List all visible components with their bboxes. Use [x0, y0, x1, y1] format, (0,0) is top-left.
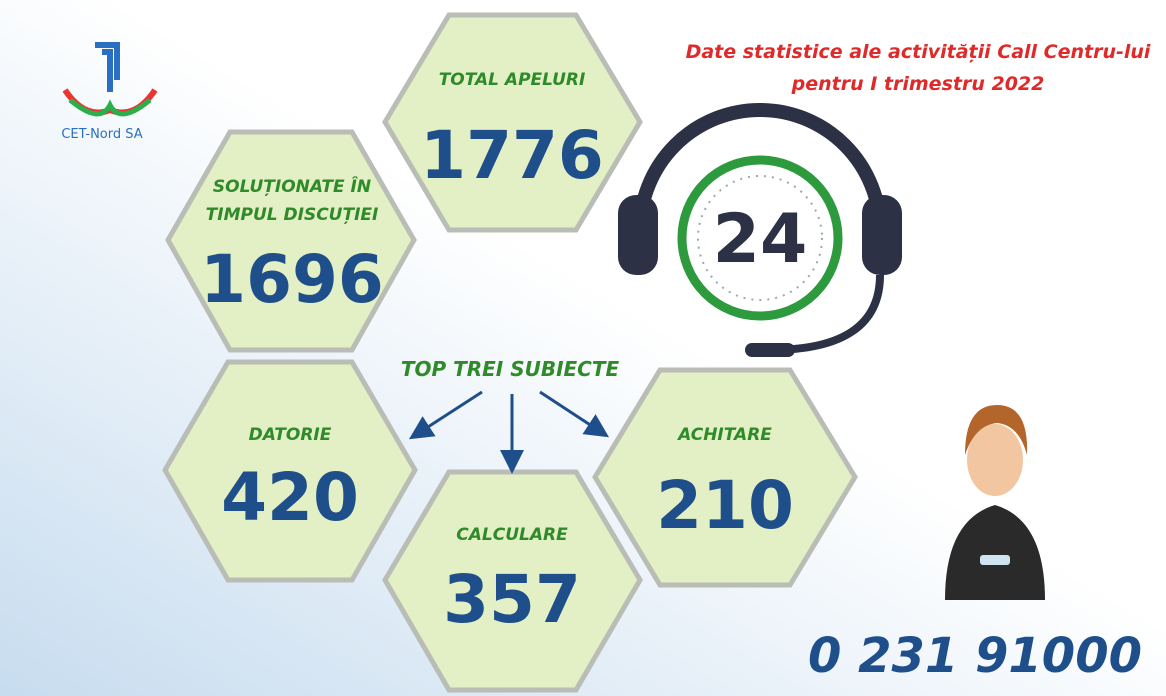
topics-title: TOP TREI SUBIECTE	[401, 357, 620, 381]
topic-label: CALCULARE	[456, 525, 568, 545]
stat-label: TOTAL APELURI	[439, 70, 586, 90]
title: Date statistice ale activității Call Cen…	[686, 41, 1151, 63]
icon-text: 24	[713, 200, 808, 279]
stat-label: SOLUȚIONATE ÎN	[213, 175, 371, 197]
topic-value: 357	[443, 561, 581, 638]
infographic: CET-Nord SA Date statistice ale activită…	[0, 0, 1166, 696]
stat-label: TIMPUL DISCUȚIEI	[206, 205, 379, 225]
phone: 0 231 91000	[808, 628, 1142, 684]
stat-value: 1696	[200, 241, 384, 318]
topic-value: 210	[656, 467, 794, 544]
title: pentru I trimestru 2022	[791, 73, 1045, 95]
topic-value: 420	[221, 459, 359, 536]
stat-value: 1776	[420, 117, 604, 194]
topic-label: DATORIE	[249, 425, 332, 445]
logo-text: CET-Nord SA	[61, 127, 142, 142]
topic-label: ACHITARE	[676, 425, 772, 445]
